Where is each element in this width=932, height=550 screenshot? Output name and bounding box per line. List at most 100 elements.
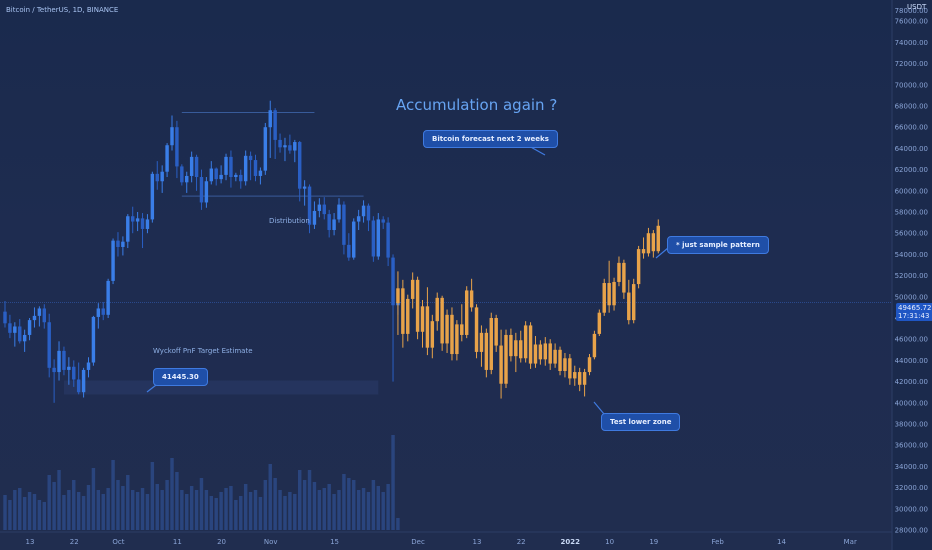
y-tick-label: 50000.00: [895, 293, 928, 301]
volume-bar: [126, 475, 130, 530]
y-tick-label: 44000.00: [895, 357, 928, 365]
candle-body: [130, 216, 135, 222]
candle-body: [258, 170, 263, 176]
volume-bar: [72, 480, 76, 530]
candle-body: [121, 241, 125, 247]
forecast-candle-body: [519, 340, 523, 359]
x-tick-label: Feb: [711, 538, 724, 546]
y-tick-label: 28000.00: [895, 527, 928, 535]
forecast-candle-body: [602, 283, 606, 313]
forecast-candle-body: [484, 332, 489, 370]
y-tick-label: 58000.00: [895, 209, 928, 217]
x-tick-label: 14: [777, 538, 786, 546]
forecast-candle-body: [646, 233, 651, 254]
forecast-candle-body: [582, 372, 587, 385]
y-tick-label: 30000.00: [895, 505, 928, 513]
volume-bar: [209, 496, 214, 530]
volume-bar: [13, 490, 17, 530]
candle-body: [86, 362, 91, 370]
x-tick-label: Mar: [844, 538, 857, 546]
candle-body: [42, 308, 47, 323]
volume-bar: [297, 470, 302, 530]
volume-bar: [32, 494, 37, 530]
x-tick-label: 13: [473, 538, 482, 546]
candle-body: [376, 219, 381, 257]
forecast-candle-body: [641, 249, 646, 254]
candle-body: [302, 186, 307, 189]
candle-body: [22, 334, 27, 342]
candle-body: [209, 168, 214, 182]
volume-bar: [96, 490, 101, 530]
y-tick-label: 60000.00: [895, 187, 928, 195]
forecast-candle-body: [533, 344, 538, 364]
candle-body: [386, 222, 390, 258]
candle-body: [140, 218, 145, 229]
candle-body: [273, 110, 277, 140]
volume-bar: [160, 490, 164, 530]
forecast-candle-body: [479, 332, 484, 352]
forecast-candle-body: [514, 340, 518, 357]
candle-body: [62, 350, 66, 370]
forecast-candle-body: [396, 288, 400, 304]
volume-bar: [8, 500, 12, 530]
forecast-candle-body: [563, 358, 567, 371]
y-tick-label: 40000.00: [895, 399, 928, 407]
candle-body: [126, 216, 130, 242]
candle-body: [253, 160, 258, 176]
y-tick-label: 34000.00: [895, 463, 928, 471]
candle-body: [263, 127, 268, 171]
candle-body: [312, 210, 317, 225]
current-price-value: 49465.72: [898, 304, 932, 312]
volume-bar: [293, 494, 297, 530]
forecast-candle-body: [627, 292, 631, 321]
candle-body: [268, 110, 272, 128]
candle-body: [322, 204, 326, 215]
x-tick-label: Nov: [264, 538, 278, 546]
symbol-title: Bitcoin / TetherUS, 1D, BINANCE: [6, 6, 119, 14]
x-tick-label: Oct: [112, 538, 124, 546]
volume-bar: [361, 488, 366, 530]
candle-body: [293, 142, 297, 151]
volume-bar: [194, 490, 199, 530]
forecast-candle-body: [528, 325, 533, 364]
current-price-tag: 49465.72 17:31:43: [896, 303, 932, 321]
x-tick-label: Dec: [411, 538, 425, 546]
pattern-callout: * just sample pattern: [667, 236, 769, 254]
volume-bar: [170, 458, 174, 530]
candle-body: [337, 204, 341, 220]
volume-bar: [283, 496, 287, 530]
y-tick-label: 68000.00: [895, 103, 928, 111]
forecast-candle-body: [607, 283, 611, 306]
volume-bar: [204, 490, 209, 530]
volume-bar: [263, 480, 268, 530]
wyckoff-target-zone: [63, 380, 379, 395]
forecast-candle-body: [504, 334, 508, 384]
volume-bar: [155, 484, 159, 530]
volume-bar: [185, 494, 189, 530]
volume-bar: [258, 497, 263, 530]
candle-body: [13, 326, 17, 333]
forecast-candle-body: [406, 298, 410, 334]
candle-body: [72, 366, 76, 380]
candle-body: [229, 156, 233, 178]
volume-bar: [381, 492, 385, 530]
forecast-candle-body: [499, 345, 503, 384]
volume-bar: [145, 494, 150, 530]
candle-body: [352, 221, 356, 258]
volume-bar: [386, 484, 390, 530]
y-tick-label: 64000.00: [895, 145, 928, 153]
volume-bar: [396, 518, 400, 530]
y-tick-label: 32000.00: [895, 484, 928, 492]
volume-bar: [302, 480, 307, 530]
forecast-candle-body: [617, 262, 621, 282]
candle-body: [52, 367, 56, 373]
candle-body: [101, 308, 105, 315]
volume-bar: [347, 478, 351, 530]
volume-bar: [47, 475, 51, 530]
candle-body: [317, 204, 322, 211]
forecast-candle-body: [558, 349, 562, 371]
y-tick-label: 66000.00: [895, 124, 928, 132]
candle-body: [391, 257, 395, 306]
forecast-candle-body: [573, 372, 577, 379]
